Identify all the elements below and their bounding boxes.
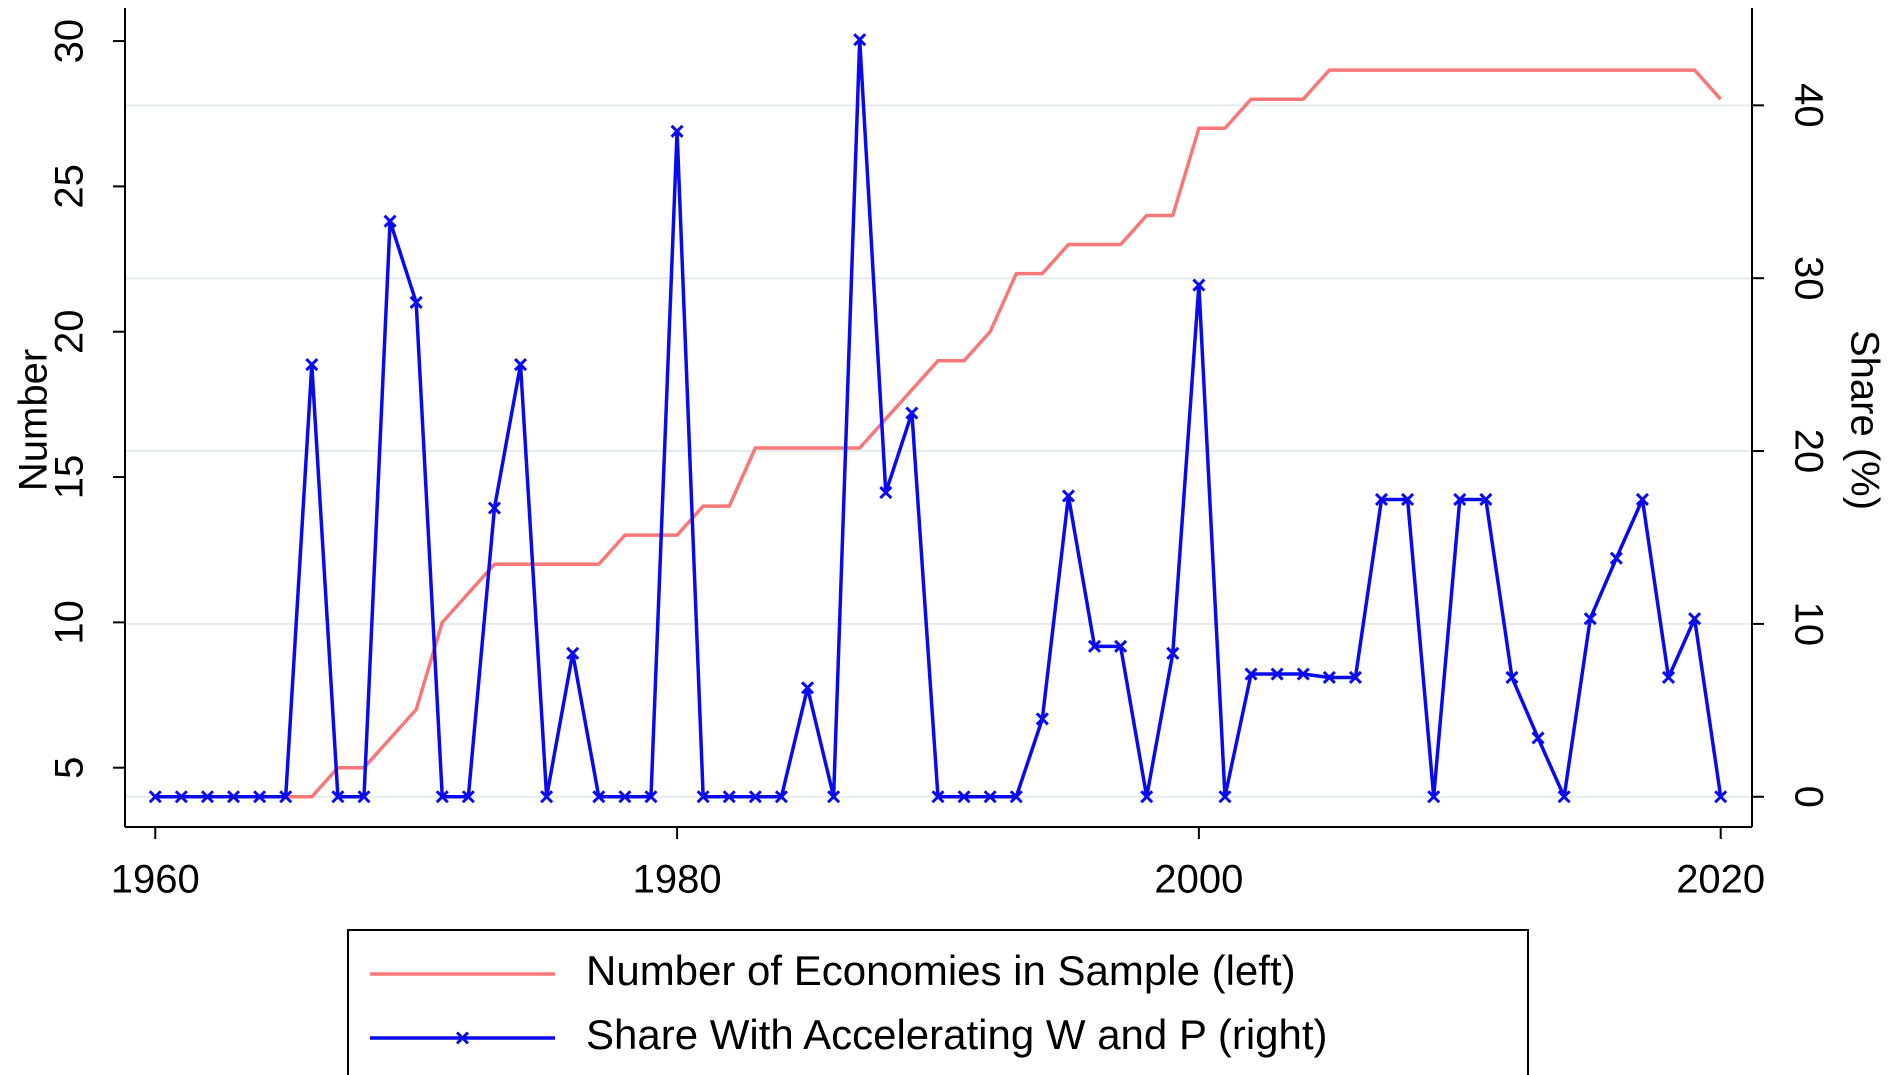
point-marker bbox=[1453, 492, 1467, 507]
point-marker bbox=[305, 358, 319, 372]
point-marker bbox=[566, 646, 580, 660]
point-marker bbox=[1505, 670, 1519, 685]
point-marker bbox=[670, 124, 684, 138]
point-marker bbox=[1114, 639, 1128, 653]
point-marker bbox=[1374, 492, 1389, 507]
point-marker bbox=[983, 790, 997, 804]
point-marker bbox=[1531, 731, 1545, 745]
point-marker bbox=[174, 790, 188, 804]
point-marker bbox=[1714, 790, 1728, 804]
y-tick-label: 5 bbox=[48, 757, 92, 779]
point-marker bbox=[1401, 492, 1415, 507]
point-marker bbox=[383, 214, 397, 228]
y2-tick-label: 10 bbox=[1786, 602, 1830, 647]
y-tick-label: 20 bbox=[48, 309, 92, 354]
point-marker bbox=[696, 790, 710, 804]
point-marker bbox=[279, 790, 293, 804]
point-marker bbox=[644, 790, 658, 804]
y2-tick-label: 20 bbox=[1786, 429, 1830, 474]
point-marker bbox=[1557, 790, 1571, 804]
point-marker bbox=[226, 790, 241, 804]
series-line bbox=[155, 37, 1723, 799]
y-tick-label: 15 bbox=[48, 455, 92, 500]
point-marker bbox=[1166, 646, 1180, 660]
point-marker bbox=[618, 790, 632, 804]
y-tick-label: 30 bbox=[48, 19, 92, 64]
point-marker bbox=[1296, 667, 1310, 681]
x-tick-label: 1960 bbox=[111, 858, 200, 902]
series-line bbox=[155, 68, 1722, 799]
point-marker bbox=[879, 485, 893, 500]
point-marker bbox=[1140, 790, 1154, 804]
legend-label: Number of Economies in Sample (left) bbox=[586, 947, 1296, 994]
point-marker bbox=[1009, 790, 1023, 804]
y-axis-label: Number bbox=[12, 349, 56, 491]
point-marker bbox=[200, 790, 215, 804]
point-marker bbox=[1583, 612, 1597, 626]
point-marker bbox=[331, 790, 345, 804]
y2-axis-label: Share (%) bbox=[1842, 330, 1886, 510]
x-tick-label: 2020 bbox=[1676, 858, 1765, 902]
point-marker bbox=[1218, 790, 1232, 804]
point-marker bbox=[409, 295, 423, 309]
point-marker bbox=[1688, 612, 1702, 626]
point-marker bbox=[1661, 670, 1676, 685]
point-marker bbox=[1427, 790, 1441, 804]
point-marker bbox=[1479, 492, 1493, 507]
point-marker bbox=[1270, 667, 1284, 681]
point-marker bbox=[1061, 489, 1075, 503]
point-marker bbox=[487, 501, 502, 515]
point-marker bbox=[853, 33, 867, 47]
x-tick-label: 2000 bbox=[1154, 858, 1243, 902]
y2-tick-label: 30 bbox=[1786, 256, 1830, 301]
y-tick-label: 25 bbox=[48, 164, 92, 209]
point-marker bbox=[1192, 278, 1206, 292]
point-marker bbox=[461, 790, 475, 804]
point-marker bbox=[1348, 670, 1362, 685]
point-marker bbox=[1609, 551, 1623, 565]
x-tick-label: 1980 bbox=[633, 858, 722, 902]
y2-tick-label: 0 bbox=[1786, 786, 1830, 808]
y2-tick-label: 40 bbox=[1786, 83, 1830, 128]
point-marker bbox=[827, 790, 841, 804]
point-marker bbox=[540, 790, 554, 804]
point-marker bbox=[1087, 639, 1102, 653]
point-marker bbox=[148, 790, 162, 804]
legend-box bbox=[347, 929, 1529, 1075]
point-marker bbox=[957, 790, 971, 804]
point-marker bbox=[748, 790, 762, 804]
point-marker bbox=[774, 790, 788, 804]
point-marker bbox=[905, 406, 919, 420]
point-marker bbox=[1244, 667, 1258, 681]
point-marker bbox=[1635, 492, 1649, 507]
point-marker bbox=[800, 681, 815, 695]
point-marker bbox=[722, 790, 736, 804]
point-marker bbox=[253, 790, 267, 804]
legend-marker bbox=[455, 1031, 470, 1045]
point-marker bbox=[513, 358, 528, 372]
point-marker bbox=[1035, 712, 1049, 726]
point-marker bbox=[435, 790, 449, 804]
point-marker bbox=[592, 790, 606, 804]
point-marker bbox=[931, 790, 945, 804]
point-marker bbox=[1322, 670, 1336, 685]
legend-label: Share With Accelerating W and P (right) bbox=[586, 1011, 1328, 1058]
y-tick-label: 10 bbox=[48, 600, 92, 645]
point-marker bbox=[357, 790, 371, 804]
